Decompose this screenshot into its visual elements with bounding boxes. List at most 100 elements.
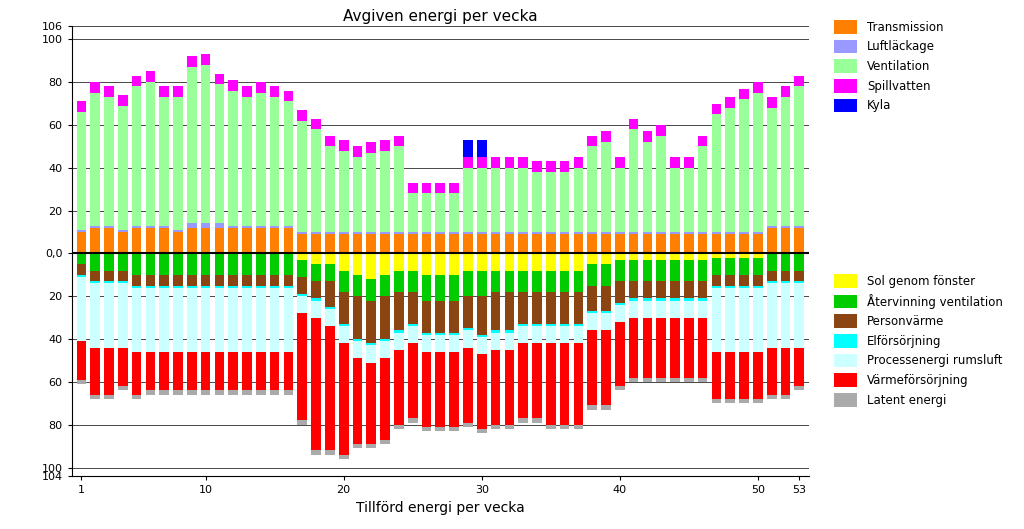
Bar	[725, 352, 735, 399]
Bar	[422, 427, 431, 431]
Bar	[712, 352, 721, 399]
Bar	[422, 183, 431, 194]
Bar	[132, 395, 141, 399]
Bar	[90, 253, 100, 270]
Bar	[795, 270, 804, 281]
Bar	[352, 339, 362, 341]
Bar	[380, 140, 390, 151]
Bar	[104, 253, 114, 270]
Bar	[435, 183, 445, 194]
Bar	[601, 286, 611, 311]
Bar	[615, 253, 625, 260]
Bar	[325, 450, 335, 455]
Bar	[767, 284, 776, 348]
Bar	[546, 343, 556, 425]
Bar	[104, 284, 114, 348]
Bar	[380, 151, 390, 232]
Bar	[601, 234, 611, 253]
Bar	[145, 227, 156, 253]
Bar	[477, 296, 486, 335]
Bar	[546, 253, 556, 270]
Bar	[532, 343, 542, 418]
Bar	[490, 270, 501, 292]
Bar	[560, 172, 569, 232]
Bar	[145, 71, 156, 82]
Bar	[339, 140, 348, 151]
Bar	[518, 234, 528, 253]
Bar	[187, 227, 197, 253]
Bar	[339, 232, 348, 234]
Bar	[311, 450, 321, 455]
Bar	[629, 260, 638, 281]
Bar	[367, 153, 376, 232]
Bar	[477, 234, 486, 253]
Bar	[297, 313, 307, 421]
Bar	[297, 296, 307, 313]
Bar	[684, 298, 693, 300]
Bar	[284, 390, 293, 395]
Bar	[243, 227, 252, 253]
Bar	[187, 223, 197, 227]
Bar	[435, 335, 445, 352]
Bar	[269, 86, 280, 97]
Bar	[215, 288, 224, 352]
Bar	[435, 275, 445, 300]
Bar	[380, 275, 390, 296]
Bar	[269, 225, 280, 227]
Bar	[546, 324, 556, 326]
Bar	[201, 288, 211, 352]
Bar	[588, 313, 597, 331]
Bar	[684, 168, 693, 232]
Bar	[697, 260, 708, 281]
Bar	[367, 362, 376, 444]
Bar	[145, 288, 156, 352]
Bar	[615, 305, 625, 322]
Bar	[725, 234, 735, 253]
Bar	[780, 225, 791, 227]
Bar	[753, 275, 763, 286]
Bar	[367, 279, 376, 300]
Bar	[573, 157, 584, 168]
Bar	[477, 232, 486, 234]
Bar	[243, 275, 252, 286]
Bar	[560, 343, 569, 425]
Bar	[767, 281, 776, 284]
Bar	[615, 232, 625, 234]
Bar	[215, 74, 224, 84]
Bar	[228, 390, 238, 395]
Bar	[656, 378, 666, 382]
Bar	[145, 225, 156, 227]
Bar	[670, 168, 680, 232]
Bar	[712, 253, 721, 258]
Bar	[477, 335, 486, 337]
Bar	[643, 298, 652, 300]
Bar	[712, 288, 721, 352]
Bar	[643, 378, 652, 382]
Title: Avgiven energi per vecka: Avgiven energi per vecka	[343, 9, 538, 24]
Bar	[795, 76, 804, 86]
Bar	[173, 352, 183, 390]
Bar	[394, 425, 403, 429]
Bar	[739, 288, 749, 352]
Bar	[380, 440, 390, 444]
Bar	[518, 232, 528, 234]
Bar	[297, 234, 307, 253]
Bar	[435, 300, 445, 333]
Bar	[767, 108, 776, 225]
Bar	[463, 270, 473, 296]
Bar	[450, 232, 459, 234]
Bar	[90, 284, 100, 348]
Bar	[104, 348, 114, 395]
Bar	[629, 234, 638, 253]
Bar	[132, 225, 141, 227]
Bar	[160, 97, 169, 225]
Bar	[753, 82, 763, 93]
Bar	[739, 275, 749, 286]
Bar	[435, 333, 445, 335]
Bar	[187, 352, 197, 390]
Bar	[187, 253, 197, 275]
Bar	[546, 270, 556, 292]
Bar	[145, 253, 156, 275]
Bar	[615, 281, 625, 303]
Bar	[490, 350, 501, 425]
